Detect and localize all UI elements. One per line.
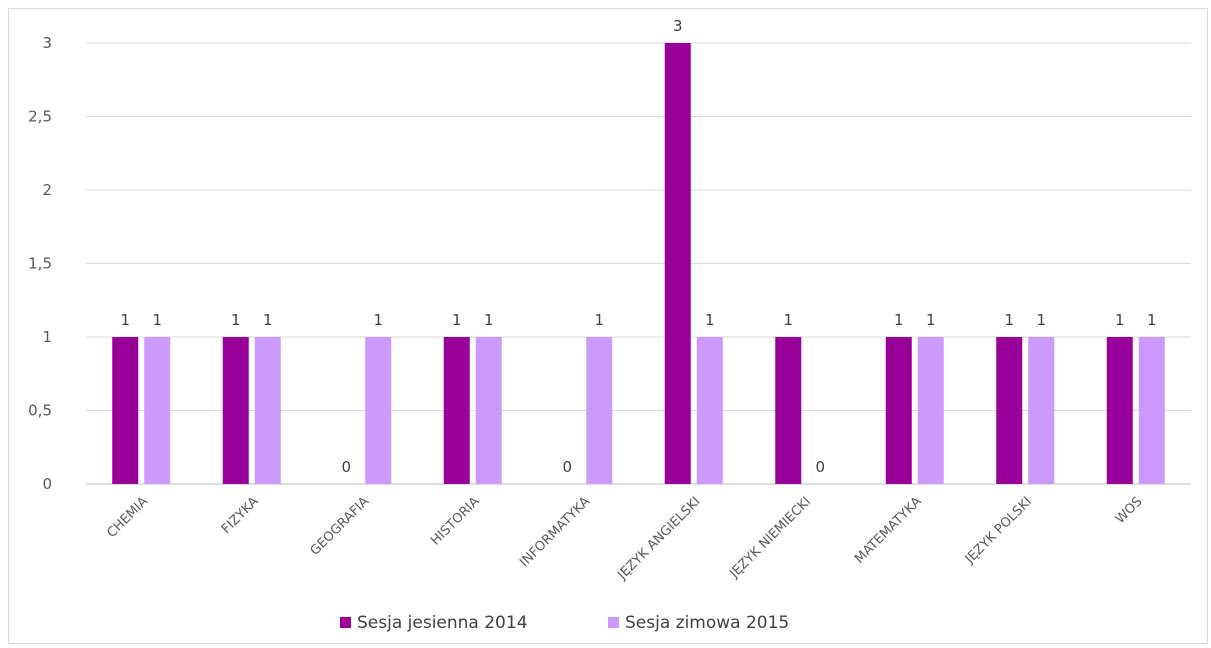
data-label: 1: [452, 311, 462, 329]
data-label: 0: [815, 458, 825, 476]
bar-zimowa-2015: [917, 337, 944, 484]
bar-jesienna-2014: [443, 337, 470, 484]
category-label: JĘZYK ANGIELSKI: [614, 494, 703, 583]
category-label: FIZYKA: [219, 494, 262, 537]
category-label: GEOGRAFIA: [308, 494, 373, 559]
data-label: 3: [673, 17, 683, 35]
data-label: 1: [484, 311, 494, 329]
category-label: JĘZYK POLSKI: [962, 494, 1035, 567]
x-axis: CHEMIA FIZYKA GEOGRAFIA HISTORIA INFORMATYKA…: [104, 494, 1145, 583]
bar-jesienna-2014: [664, 43, 691, 484]
data-label: 1: [894, 311, 904, 329]
category-label: CHEMIA: [104, 494, 151, 541]
bar-zimowa-2015: [475, 337, 502, 484]
data-label: 1: [926, 311, 936, 329]
legend-label: Sesja zimowa 2015: [625, 613, 789, 633]
data-label: 1: [1147, 311, 1157, 329]
bar-zimowa-2015: [1138, 337, 1165, 484]
legend-label: Sesja jesienna 2014: [357, 613, 528, 633]
category-label: INFORMATYKA: [517, 494, 593, 570]
data-label: 1: [1036, 311, 1046, 329]
y-tick-label: 0: [42, 475, 52, 493]
data-label: 1: [1004, 311, 1014, 329]
bar-zimowa-2015: [254, 337, 281, 484]
category-label: HISTORIA: [428, 494, 482, 548]
data-label: 1: [705, 311, 715, 329]
category-label: WOS: [1113, 494, 1146, 527]
data-label: 1: [263, 311, 273, 329]
category-label: JĘZYK NIEMIECKI: [726, 494, 814, 582]
bars: 1 1 1 1 0 1 1 1 0 1 3 1 1 0 1 1 1 1 1 1: [112, 17, 1165, 484]
gridlines: [86, 42, 1191, 485]
bar-jesienna-2014: [222, 337, 249, 484]
y-tick-label: 0,5: [28, 402, 52, 420]
data-label: 0: [341, 458, 351, 476]
y-tick-label: 2: [42, 181, 52, 199]
bar-jesienna-2014: [996, 337, 1023, 484]
y-tick-label: 1: [42, 328, 52, 346]
bar-zimowa-2015: [696, 337, 723, 484]
y-tick-label: 2,5: [28, 108, 52, 126]
data-label: 1: [783, 311, 793, 329]
y-axis: 0 0,5 1 1,5 2 2,5 3: [28, 34, 52, 493]
legend-swatch: [608, 617, 619, 628]
chart-frame: [8, 8, 1208, 644]
y-tick-label: 1,5: [28, 255, 52, 273]
category-label: MATEMATYKA: [852, 494, 925, 567]
bar-zimowa-2015: [144, 337, 171, 484]
data-label: 1: [373, 311, 383, 329]
data-label: 1: [231, 311, 241, 329]
bar-jesienna-2014: [1106, 337, 1133, 484]
data-label: 1: [594, 311, 604, 329]
bar-jesienna-2014: [112, 337, 139, 484]
bar-jesienna-2014: [775, 337, 802, 484]
bar-zimowa-2015: [365, 337, 392, 484]
bar-jesienna-2014: [885, 337, 912, 484]
bar-zimowa-2015: [1028, 337, 1055, 484]
data-label: 0: [562, 458, 572, 476]
legend: Sesja jesienna 2014 Sesja zimowa 2015: [340, 613, 789, 633]
data-label: 1: [1115, 311, 1125, 329]
y-tick-label: 3: [42, 34, 52, 52]
data-label: 1: [120, 311, 130, 329]
legend-swatch: [340, 617, 351, 628]
bar-zimowa-2015: [586, 337, 613, 484]
data-label: 1: [152, 311, 162, 329]
